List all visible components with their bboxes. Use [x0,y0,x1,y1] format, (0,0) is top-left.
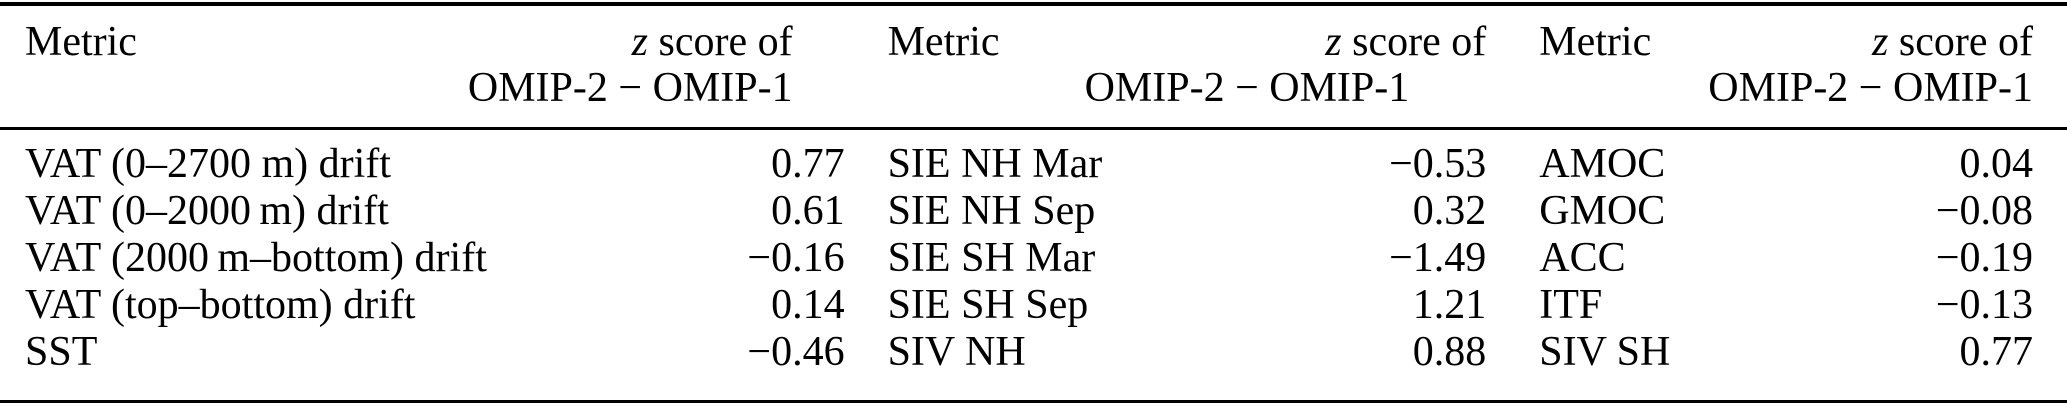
zscore-value: 0.77 [771,141,845,187]
table-row: AMOC 0.04 [1539,141,2033,188]
table-row: SIV SH 0.77 [1539,329,2033,376]
zscore-value: 0.04 [1959,141,2034,187]
group-1-header: Metric z score of OMIP-2 − OMIP-1 [25,19,845,127]
zscore-value: −0.19 [1935,235,2033,281]
table-header-band: Metric z score of OMIP-2 − OMIP-1 Metric… [0,6,2067,127]
metric-label: ITF [1539,282,1603,328]
group-3-rows: AMOC 0.04 GMOC −0.08 ACC −0.19 ITF −0.13… [1539,141,2033,376]
table-row: SIV NH 0.88 [888,329,1487,376]
group-3-header: Metric z score of OMIP-2 − OMIP-1 [1539,19,2033,127]
zscore-header-line1: z score of [1085,19,1487,65]
zscore-value: 1.21 [1412,282,1487,328]
group-2-header: Metric z score of OMIP-2 − OMIP-1 [888,19,1487,127]
table-row: ITF −0.13 [1539,282,2033,329]
zscore-value: 0.14 [771,282,845,328]
zscore-value: 0.32 [1412,188,1487,234]
column-header-metric: Metric [1539,19,1652,65]
zscore-header-line1: z score of [1708,19,2033,65]
table-row: VAT (0–2000 m) drift 0.61 [25,188,845,235]
table-row: SIE NH Mar −0.53 [888,141,1487,188]
column-header-metric: Metric [25,19,137,65]
zscore-header-line2: OMIP-2 − OMIP-1 [467,65,793,111]
zscore-header-line1: z score of [468,19,793,65]
group-1-rows: VAT (0–2700 m) drift 0.77 VAT (0–2000 m)… [25,141,845,376]
metric-label: SIV SH [1539,329,1671,375]
zscore-header-line1-rest: score of [1888,19,2033,65]
table-mid-rule [0,127,2067,130]
table-row: SIE SH Mar −1.49 [888,235,1487,282]
column-header-zscore: z score of OMIP-2 − OMIP-1 [468,19,845,111]
zscore-value: −0.16 [747,235,845,281]
table-row: SIE SH Sep 1.21 [888,282,1487,329]
metric-label: SIE NH Sep [887,188,1096,234]
metric-label: AMOC [1539,141,1666,187]
z-symbol: z [631,19,648,65]
metric-label: SIV NH [887,329,1026,375]
table-body-band: VAT (0–2700 m) drift 0.77 VAT (0–2000 m)… [0,130,2067,400]
table-row: SIE NH Sep 0.32 [888,188,1487,235]
metric-label: ACC [1539,235,1626,281]
metric-label: VAT (top–bottom) drift [25,282,416,328]
table-bottom-rule [0,400,2067,403]
z-symbol: z [1872,19,1889,65]
group-2-rows: SIE NH Mar −0.53 SIE NH Sep 0.32 SIE SH … [888,141,1487,376]
zscore-header-line1-rest: score of [1341,19,1487,65]
zscore-header-line2: OMIP-2 − OMIP-1 [1708,65,2033,111]
metric-label: SIE SH Mar [887,235,1096,281]
zscore-header-line2: OMIP-2 − OMIP-1 [1084,65,1410,111]
table-row: GMOC −0.08 [1539,188,2033,235]
zscore-value: 0.88 [1412,329,1487,375]
metric-label: GMOC [1539,188,1666,234]
column-header-zscore: z score of OMIP-2 − OMIP-1 [1085,19,1487,111]
table-top-rule [0,2,2067,6]
zscore-header-line1-rest: score of [647,19,793,65]
zscore-value: −0.08 [1935,188,2033,234]
metric-label: SIE NH Mar [887,141,1103,187]
table-row: VAT (top–bottom) drift 0.14 [25,282,845,329]
metric-label: VAT (0–2000 m) drift [25,188,389,234]
column-header-zscore: z score of OMIP-2 − OMIP-1 [1708,19,2033,111]
metric-label: VAT (2000 m–bottom) drift [25,235,487,281]
table-row: VAT (2000 m–bottom) drift −0.16 [25,235,845,282]
table-row: SST −0.46 [25,329,845,376]
zscore-value: −1.49 [1389,235,1487,281]
metric-label: SIE SH Sep [887,282,1089,328]
table-row: ACC −0.19 [1539,235,2033,282]
zscore-value: −0.13 [1935,282,2033,328]
table-row: VAT (0–2700 m) drift 0.77 [25,141,845,188]
column-header-metric: Metric [887,19,1000,65]
zscore-value: 0.77 [1959,329,2034,375]
zscore-value: 0.61 [771,188,845,234]
zscore-value: −0.46 [747,329,845,375]
z-symbol: z [1325,19,1342,65]
metric-label: VAT (0–2700 m) drift [25,141,391,187]
zscore-value: −0.53 [1389,141,1487,187]
metric-label: SST [25,329,98,375]
